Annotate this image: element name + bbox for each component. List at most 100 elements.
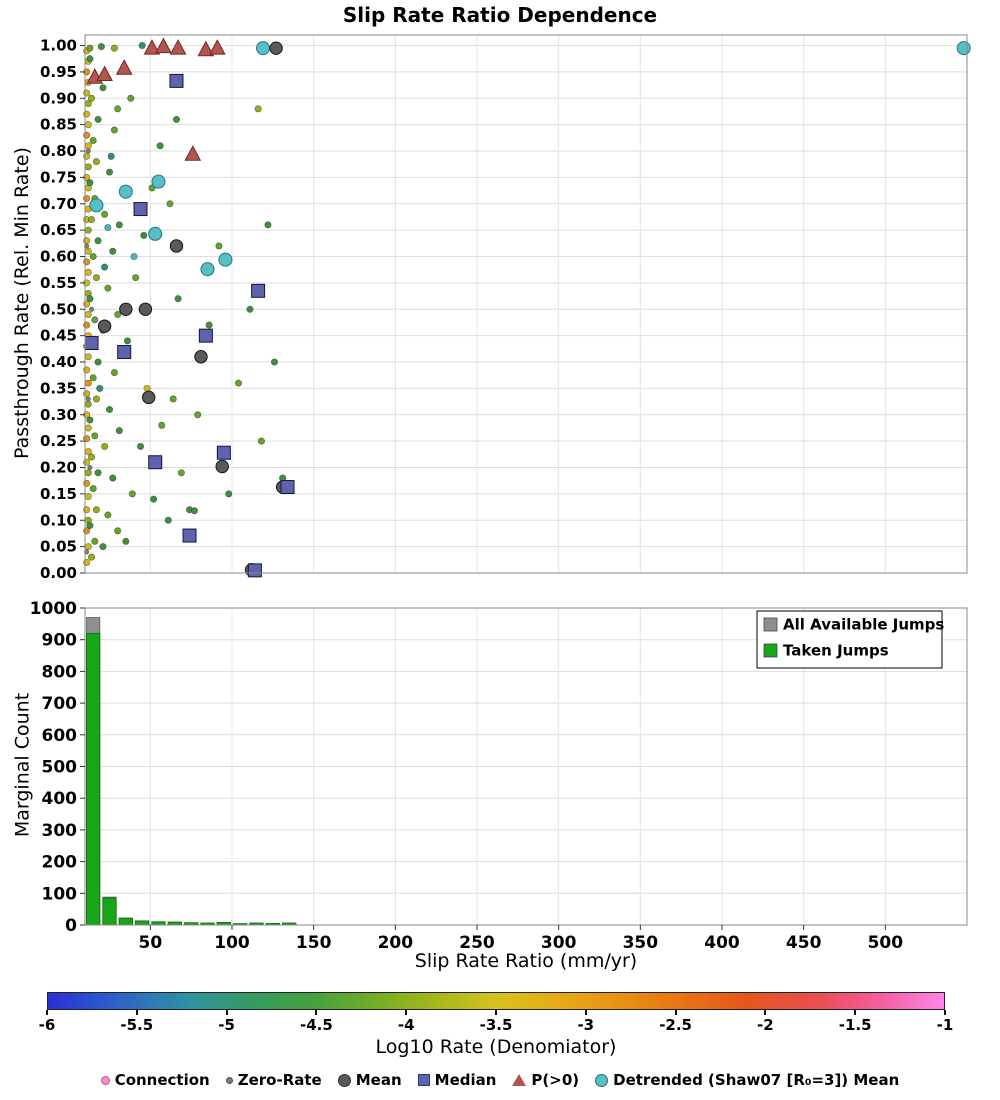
- connection-point: [104, 511, 112, 519]
- colorbar-tick-label: -4: [397, 1016, 415, 1034]
- connection-point: [101, 263, 109, 271]
- scatter-plot-border: [84, 34, 968, 574]
- connection-point: [97, 43, 105, 51]
- connection-point: [270, 358, 279, 366]
- mean-marker: [97, 319, 112, 333]
- connection-point: [83, 506, 91, 514]
- connection-point: [264, 221, 272, 229]
- legend-item-label: Detrended (Shaw07 [R₀=3]) Mean: [613, 1071, 900, 1089]
- median-marker: [182, 528, 197, 543]
- connection-point: [83, 321, 91, 329]
- detrended-mean-marker: [89, 198, 104, 213]
- legend-item: Detrended (Shaw07 [R₀=3]) Mean: [595, 1071, 899, 1089]
- connection-point: [84, 268, 92, 276]
- connection-point: [127, 94, 135, 102]
- dot-legend-icon: [100, 1075, 110, 1085]
- jumps-legend-label: Taken Jumps: [783, 642, 889, 660]
- histogram-y-tick-label: 0: [65, 916, 77, 936]
- connection-point: [143, 384, 151, 392]
- connection-point: [87, 94, 96, 102]
- histogram-x-tick-label: 150: [296, 933, 332, 953]
- scatter-y-tick-label: 0.40: [40, 353, 77, 371]
- connection-point: [166, 200, 174, 208]
- colorbar-tick-label: -2.5: [659, 1016, 692, 1034]
- connection-point: [130, 252, 138, 261]
- legend-item: Median: [417, 1071, 496, 1089]
- colorbar-tick: [46, 1010, 48, 1015]
- colorbar-tick-label: -3.5: [479, 1016, 513, 1034]
- connection-point: [84, 379, 92, 387]
- p-gt0-marker: [169, 39, 187, 55]
- connection-point: [101, 442, 109, 450]
- connection-point: [86, 295, 94, 303]
- p-gt0-marker: [208, 39, 226, 55]
- connection-point: [87, 553, 96, 561]
- detrended-mean-marker: [200, 262, 215, 277]
- connection-point: [92, 274, 100, 282]
- connection-point: [84, 400, 92, 408]
- connection-point: [84, 142, 92, 150]
- colorbar-tick-label: -5: [218, 1016, 235, 1034]
- colorbar-tick: [944, 1010, 946, 1015]
- connection-point: [114, 527, 122, 535]
- connection-point: [101, 210, 109, 218]
- connection-point: [114, 310, 122, 319]
- colorbar-tick: [225, 1010, 228, 1015]
- dot-small-legend-icon: [225, 1076, 233, 1084]
- connection-point: [84, 310, 92, 319]
- scatter-y-tick-label: 0.50: [40, 300, 77, 318]
- connection-point: [83, 479, 91, 487]
- histogram-y-tick-label: 500: [42, 758, 78, 778]
- square-legend-icon: [417, 1074, 430, 1086]
- detrended-mean-marker: [151, 174, 166, 189]
- connection-point: [84, 353, 92, 361]
- histogram-y-tick-label: 300: [42, 821, 78, 841]
- connection-point: [84, 543, 92, 551]
- connection-point: [177, 469, 185, 477]
- scatter-y-tick-label: 0.80: [40, 142, 77, 160]
- connection-point: [92, 506, 100, 514]
- p-gt0-marker: [96, 65, 113, 82]
- histogram-x-tick-label: 400: [704, 933, 740, 953]
- colorbar-ticks: -6 -5.5 -5 -4.5 -4 -3.5 -3 -2.5 -2 -1.5 -1: [39, 1010, 953, 1042]
- connection-point: [83, 194, 91, 203]
- legend-item-label: Connection: [114, 1071, 210, 1089]
- colorbar-tick: [495, 1010, 497, 1015]
- connection-point: [94, 115, 102, 123]
- median-marker: [251, 283, 266, 298]
- connection-point: [99, 543, 107, 551]
- connection-point: [110, 44, 118, 52]
- connection-point: [115, 221, 123, 229]
- histogram-x-tick-label: 100: [214, 933, 250, 953]
- median-marker: [247, 563, 262, 578]
- connection-point: [150, 495, 158, 503]
- connection-point: [109, 247, 117, 255]
- histogram-x-tick-label: 200: [378, 933, 414, 953]
- connection-point: [83, 131, 91, 139]
- p-gt0-marker: [197, 40, 215, 57]
- scatter-y-tick-label: 0.90: [40, 89, 77, 107]
- connection-point: [158, 421, 166, 429]
- scatter-y-tick-label: 0.25: [40, 432, 77, 450]
- connection-point: [107, 152, 115, 160]
- connection-point: [96, 384, 104, 392]
- connection-point: [86, 521, 94, 530]
- scatter-y-axis-label: Passthrough Rate (Rel. Min Rate): [11, 147, 33, 459]
- scatter-y-tick-label: 0.55: [40, 274, 77, 292]
- connection-point: [115, 427, 123, 435]
- connection-point: [174, 295, 182, 303]
- histogram-y-tick-label: 800: [42, 662, 78, 682]
- scatter-y-tick-label: 0.65: [40, 221, 77, 239]
- connection-point: [105, 168, 114, 176]
- connection-point: [88, 306, 95, 312]
- connection-point: [190, 507, 198, 515]
- chart-title: Slip Rate Ratio Dependence: [342, 3, 658, 27]
- colorbar-tick-label: -5.5: [120, 1016, 154, 1034]
- histogram-x-axis-label: Slip Rate Ratio (mm/yr): [414, 950, 638, 972]
- connection-point: [194, 411, 202, 419]
- connection-point: [123, 337, 132, 345]
- colorbar-tick: [854, 1010, 857, 1015]
- colorbar-tick: [405, 1010, 408, 1015]
